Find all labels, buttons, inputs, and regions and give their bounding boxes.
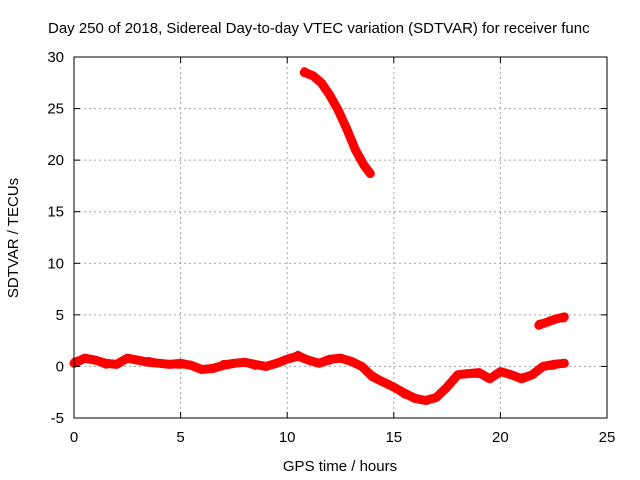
y-tick-label: 15 xyxy=(47,204,64,221)
data-series xyxy=(69,67,569,405)
data-point xyxy=(357,362,366,371)
data-point xyxy=(219,361,228,370)
data-point xyxy=(134,356,142,365)
data-point xyxy=(549,360,558,369)
data-point xyxy=(229,359,238,368)
data-point xyxy=(366,169,375,178)
data-point xyxy=(112,360,121,369)
y-tick-label: 20 xyxy=(47,152,64,169)
data-point xyxy=(453,370,462,379)
data-point xyxy=(80,354,89,363)
data-point xyxy=(400,389,409,398)
data-point xyxy=(389,383,398,392)
x-tick-label: 25 xyxy=(599,429,616,446)
data-point xyxy=(325,355,334,364)
data-point xyxy=(411,394,420,403)
data-point xyxy=(155,359,164,368)
y-tick-label: 0 xyxy=(56,358,64,375)
data-point xyxy=(123,354,132,363)
data-point xyxy=(251,360,260,369)
axis-ticks: 0 5 10 15 20 25 -5 0 5 10 15 20 25 30 xyxy=(47,49,615,446)
data-point xyxy=(176,359,185,368)
data-point xyxy=(317,78,326,87)
data-point xyxy=(432,393,441,402)
data-point xyxy=(551,315,560,323)
data-point xyxy=(543,318,552,327)
data-point xyxy=(496,367,505,376)
data-point xyxy=(368,372,377,381)
y-tick-label: -5 xyxy=(51,410,64,427)
data-point xyxy=(300,68,309,77)
y-tick-label: 25 xyxy=(47,101,64,118)
x-tick-label: 10 xyxy=(279,429,296,446)
data-point xyxy=(528,370,537,379)
data-point xyxy=(315,359,324,368)
y-tick-label: 5 xyxy=(56,307,64,324)
data-point xyxy=(334,106,343,115)
data-point xyxy=(165,360,174,369)
data-point xyxy=(534,321,543,330)
data-point xyxy=(283,355,292,364)
x-axis-label: GPS time / hours xyxy=(283,458,397,475)
data-point xyxy=(197,365,206,374)
series-late-segment-scatter xyxy=(535,316,568,326)
data-point xyxy=(421,396,430,405)
data-point xyxy=(351,145,360,154)
data-point xyxy=(464,369,473,378)
data-point xyxy=(517,374,526,383)
data-point xyxy=(560,359,569,368)
data-point xyxy=(475,368,484,377)
data-point xyxy=(342,125,351,134)
data-point xyxy=(272,359,281,368)
data-point xyxy=(240,358,249,367)
y-axis-label: SDTVAR / TECUs xyxy=(5,178,22,298)
data-point xyxy=(443,383,452,392)
data-point xyxy=(379,377,388,386)
chart-title: Day 250 of 2018, Sidereal Day-to-day VTE… xyxy=(48,20,590,37)
data-point xyxy=(507,370,516,379)
y-tick-label: 30 xyxy=(47,49,64,66)
data-point xyxy=(360,161,368,170)
data-point xyxy=(144,358,153,367)
x-tick-label: 20 xyxy=(492,429,509,446)
data-point xyxy=(485,374,494,383)
x-tick-label: 0 xyxy=(70,429,78,446)
data-point xyxy=(102,359,110,368)
plot-frame xyxy=(73,56,608,419)
data-point xyxy=(539,362,547,371)
data-point xyxy=(261,362,270,371)
x-tick-label: 15 xyxy=(385,429,402,446)
data-point xyxy=(347,357,356,366)
data-point xyxy=(325,91,334,100)
data-point xyxy=(304,356,313,365)
data-point xyxy=(336,354,345,363)
data-point xyxy=(187,361,196,370)
data-point xyxy=(560,312,569,321)
data-point xyxy=(308,71,317,80)
data-point xyxy=(293,352,302,361)
x-tick-label: 5 xyxy=(176,429,184,446)
y-tick-label: 10 xyxy=(47,255,64,272)
data-point xyxy=(91,356,100,365)
data-point xyxy=(208,364,217,373)
